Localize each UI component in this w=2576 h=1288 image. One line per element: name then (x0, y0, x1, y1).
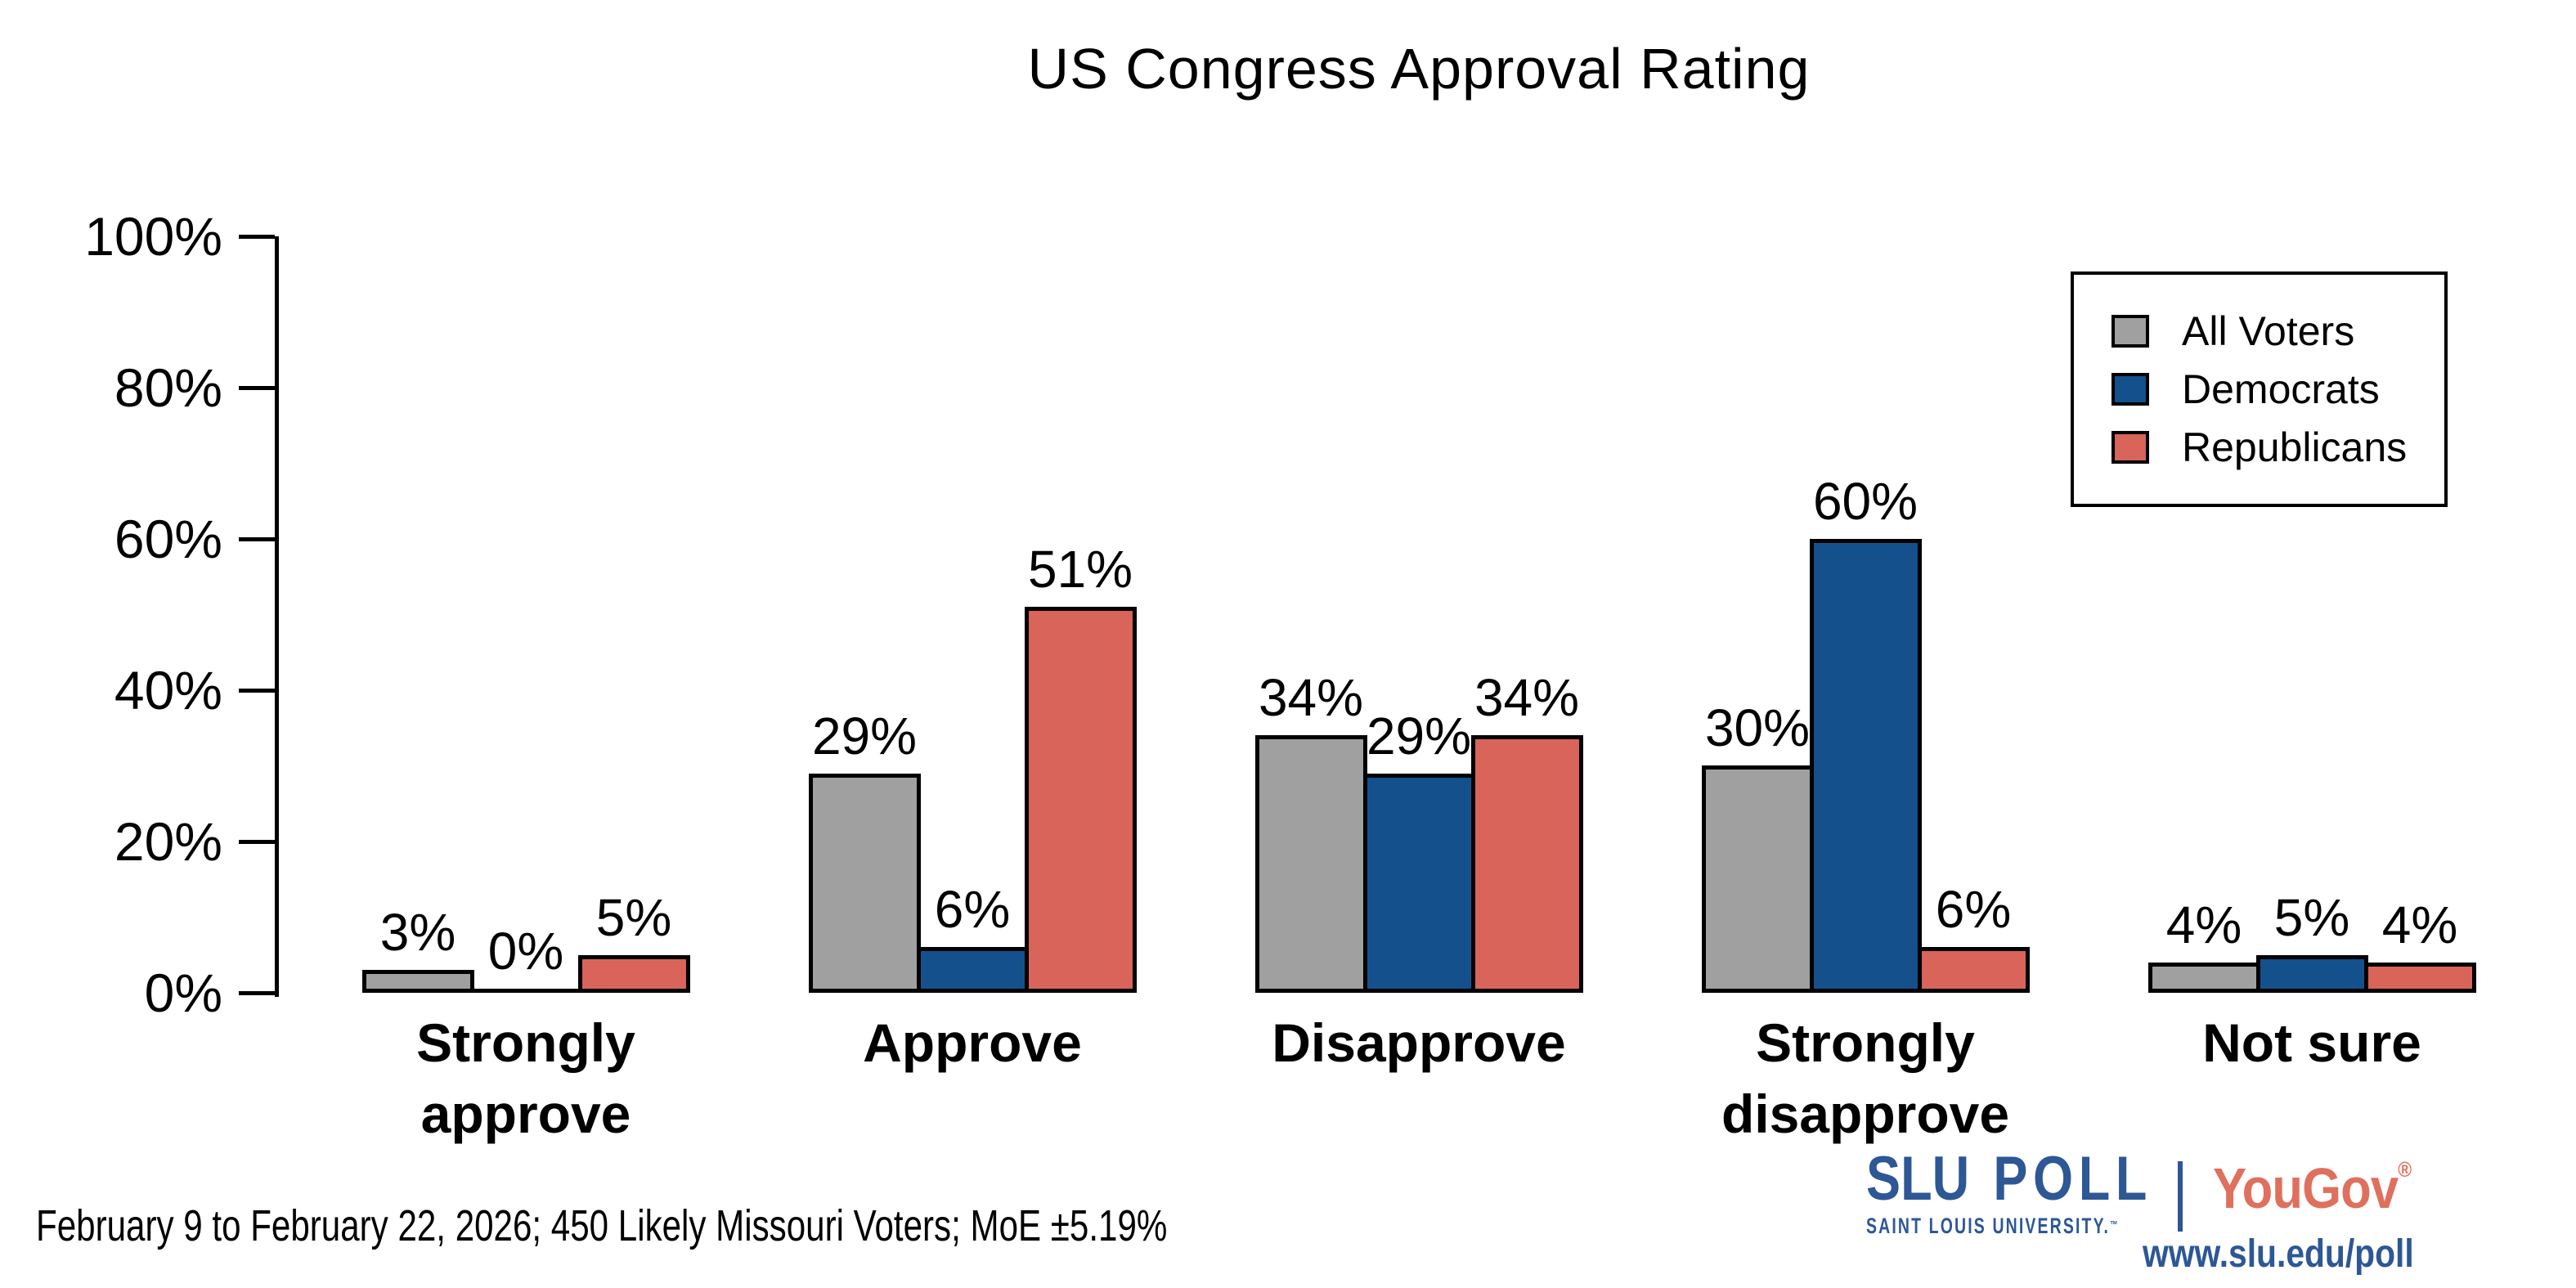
category-label-strongly-disapprove: Strongly disapprove (1721, 1012, 2010, 1145)
y-axis-tick-label: 40% (114, 660, 222, 720)
bar-value-label: 60% (1812, 472, 1919, 531)
slu-tagline: SAINT LOUIS UNIVERSITY.™ (1866, 1214, 2117, 1237)
y-axis-tick-label: 100% (84, 206, 222, 267)
bar-value-label: 5% (595, 888, 672, 947)
footer-note: February 9 to February 22, 2026; 450 Lik… (36, 1201, 1168, 1250)
y-axis-tick (239, 235, 275, 239)
bar-all-voters (808, 774, 921, 993)
bar-democrats (916, 947, 1029, 993)
bar-column: 4% (2147, 895, 2260, 993)
bar-value-label: 4% (2165, 895, 2242, 954)
y-axis-line (275, 236, 279, 997)
bar-value-label: 5% (2273, 888, 2350, 947)
bar-column: 3% (361, 903, 474, 993)
bar-all-voters (1701, 765, 1814, 993)
bar-democrats (1809, 539, 1922, 993)
legend-swatch-democrats (2112, 373, 2149, 406)
y-axis-tick-label: 60% (114, 509, 222, 569)
bar-republicans (1917, 947, 2030, 993)
bar-group-not-sure: 4% 5% 4% (2089, 891, 2535, 993)
bar-column: 29% (1362, 707, 1475, 993)
bar-column: 29% (808, 707, 921, 993)
bar-value-label: 6% (934, 880, 1011, 939)
bar-republicans (1470, 735, 1583, 993)
bar-all-voters (1254, 735, 1367, 993)
bar-value-label: 30% (1704, 698, 1811, 757)
legend-row: All Voters (2112, 311, 2444, 352)
legend: All Voters Democrats Republicans (2071, 272, 2448, 507)
bar-republicans (577, 955, 690, 993)
bar-group-approve: 29% 6% 51% (749, 543, 1196, 993)
bar-value-label: 51% (1027, 540, 1133, 599)
legend-swatch-republicans (2112, 431, 2149, 464)
bar-republicans (2363, 963, 2476, 993)
legend-swatch-all-voters (2112, 315, 2149, 348)
bar-column: 5% (2255, 888, 2368, 993)
y-axis-tick-label: 80% (114, 357, 222, 418)
plot-area: 3% 0% 5% 29% 6% 51% 34% 29% 34% 30% 60% 6% 4% 5% 4% (303, 236, 2535, 993)
legend-row: Democrats (2112, 369, 2444, 410)
bar-value-label: 29% (1366, 707, 1472, 765)
yougov-logo: YouGov® (2213, 1157, 2412, 1229)
category-label-disapprove: Disapprove (1272, 1012, 1566, 1073)
y-axis-tick (239, 537, 275, 541)
category-label-strongly-approve: Strongly approve (416, 1012, 635, 1145)
bar-value-label: 29% (811, 707, 918, 765)
y-axis-tick-label: 0% (144, 963, 222, 1023)
bar-value-label: 0% (487, 922, 564, 981)
bar-column: 0% (469, 922, 582, 993)
bar-value-label: 34% (1474, 668, 1580, 727)
slu-poll-url: www.slu.edu/poll (2143, 1232, 2414, 1276)
bar-group-disapprove: 34% 29% 34% (1196, 671, 1642, 993)
bar-value-label: 34% (1258, 668, 1364, 727)
bar-all-voters (361, 970, 474, 993)
logo-divider (2178, 1161, 2183, 1232)
bar-column: 51% (1024, 540, 1137, 993)
bar-value-label: 6% (1935, 880, 2012, 939)
bar-democrats (2255, 955, 2368, 993)
slu-poll-logo-poll: POLL (1993, 1144, 2153, 1214)
y-axis-tick (239, 386, 275, 390)
slu-poll-logo-slu: SLU (1866, 1144, 1970, 1214)
bar-column: 4% (2363, 895, 2476, 993)
category-label-approve: Approve (863, 1012, 1082, 1073)
bar-column: 60% (1809, 472, 1922, 993)
y-axis-tick (239, 991, 275, 995)
registered-symbol: ® (2398, 1157, 2412, 1182)
category-axis-labels: Strongly approve Approve Disapprove Strongl… (303, 1008, 2535, 1150)
bar-column: 34% (1470, 668, 1583, 993)
bar-all-voters (2147, 963, 2260, 993)
bar-column: 6% (916, 880, 1029, 993)
slu-poll-logo: SLU POLL (1866, 1148, 2152, 1210)
legend-row: Republicans (2112, 427, 2444, 468)
legend-label: Republicans (2182, 424, 2408, 470)
y-axis-tick-label: 20% (114, 811, 222, 872)
bar-group-strongly-approve: 3% 0% 5% (303, 891, 749, 993)
bar-value-label: 4% (2381, 895, 2458, 954)
slu-tagline-text: SAINT LOUIS UNIVERSITY. (1866, 1214, 2111, 1238)
bar-democrats (1362, 774, 1475, 993)
bar-column: 34% (1254, 668, 1367, 993)
yougov-logo-text: YouGov (2213, 1156, 2399, 1220)
bar-column: 30% (1701, 698, 1814, 993)
y-axis-tick (239, 840, 275, 844)
bar-column: 6% (1917, 880, 2030, 993)
legend-label: All Voters (2182, 308, 2355, 354)
trademark-symbol: ™ (2110, 1218, 2118, 1231)
bar-republicans (1024, 607, 1137, 993)
bar-column: 5% (577, 888, 690, 993)
y-axis-tick (239, 689, 275, 693)
chart-title: US Congress Approval Rating (1027, 37, 1811, 101)
bar-value-label: 3% (379, 903, 456, 962)
legend-label: Democrats (2182, 366, 2380, 412)
bar-democrats (469, 989, 582, 993)
bar-group-strongly-disapprove: 30% 60% 6% (1642, 475, 2089, 993)
category-label-not-sure: Not sure (2202, 1012, 2421, 1073)
